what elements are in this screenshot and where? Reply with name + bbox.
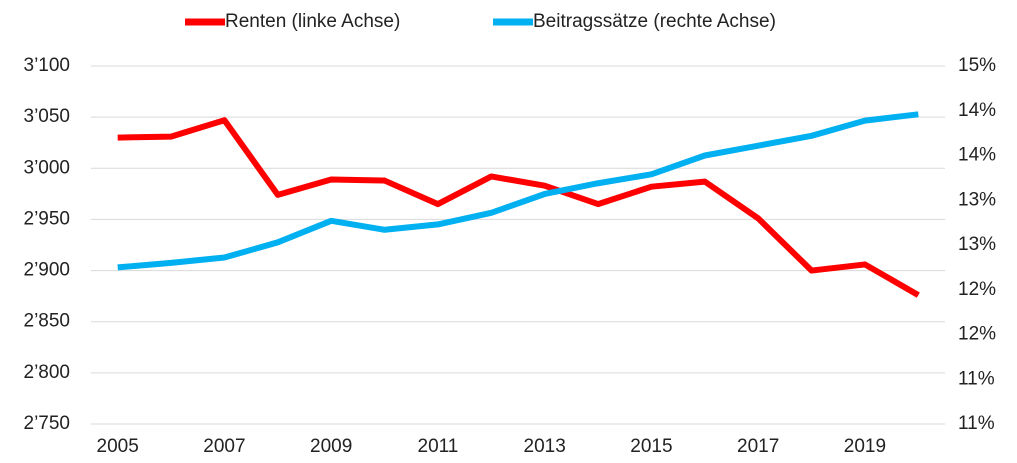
y2-tick-label: 11% xyxy=(958,368,995,389)
y-tick-label: 2’850 xyxy=(24,311,71,332)
y-tick-label: 2’950 xyxy=(24,208,71,229)
y-tick-label: 2’750 xyxy=(24,413,71,434)
y-tick-label: 3’050 xyxy=(24,106,71,127)
legend-label: Renten (linke Achse) xyxy=(225,11,400,32)
x-tick-label: 2011 xyxy=(418,436,459,457)
y-tick-label: 3’100 xyxy=(24,55,71,76)
x-tick-label: 2017 xyxy=(737,436,779,457)
y2-tick-label: 14% xyxy=(958,145,996,166)
y2-tick-label: 14% xyxy=(958,100,996,121)
y-tick-label: 2’800 xyxy=(24,362,71,383)
x-tick-label: 2009 xyxy=(310,436,352,457)
y2-tick-label: 15% xyxy=(958,55,996,76)
x-tick-label: 2007 xyxy=(203,436,245,457)
y2-tick-label: 12% xyxy=(958,279,996,300)
y2-tick-label: 11% xyxy=(958,413,995,434)
y2-tick-label: 13% xyxy=(958,234,996,255)
y2-tick-label: 13% xyxy=(958,189,996,210)
y2-tick-label: 12% xyxy=(958,324,996,345)
legend-label: Beitragssätze (rechte Achse) xyxy=(533,11,776,32)
series-line xyxy=(117,117,920,298)
x-tick-label: 2015 xyxy=(630,436,672,457)
x-tick-label: 2005 xyxy=(97,436,139,457)
y-tick-label: 3’000 xyxy=(24,157,71,178)
series-line xyxy=(117,111,919,271)
x-tick-label: 2019 xyxy=(844,436,886,457)
y-tick-label: 2’900 xyxy=(24,260,71,281)
x-tick-label: 2013 xyxy=(524,436,566,457)
